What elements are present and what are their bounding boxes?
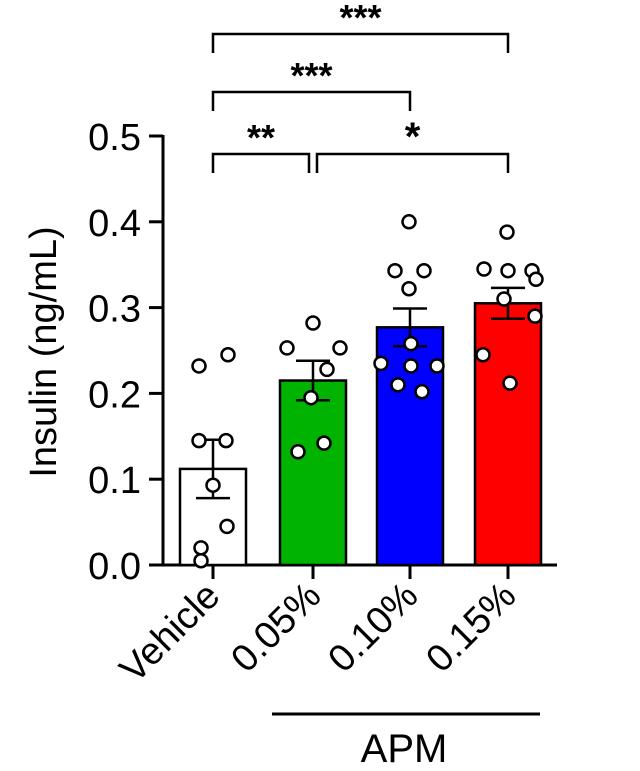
data-point bbox=[205, 477, 221, 493]
data-point bbox=[416, 262, 432, 279]
group-annotation: APM bbox=[272, 712, 540, 771]
data-point bbox=[502, 375, 518, 391]
significance-label: *** bbox=[290, 55, 332, 96]
x-tick-label: 0.15% bbox=[418, 575, 524, 681]
data-point bbox=[193, 540, 209, 556]
data-point bbox=[476, 261, 492, 277]
data-point bbox=[218, 432, 234, 449]
data-point bbox=[403, 358, 419, 374]
significance-label: * bbox=[405, 115, 421, 159]
data-point bbox=[373, 355, 389, 372]
data-point bbox=[499, 224, 515, 240]
data-point bbox=[305, 315, 321, 331]
data-point bbox=[403, 335, 419, 352]
axes: 0.0 0.1 0.2 0.3 0.4 0.5 bbox=[88, 117, 557, 588]
data-point bbox=[496, 291, 512, 307]
data-point bbox=[191, 432, 207, 449]
x-tick-label: Vehicle bbox=[112, 575, 228, 691]
data-point bbox=[220, 347, 236, 363]
data-point bbox=[219, 518, 235, 535]
y-tick-label: 0.1 bbox=[88, 460, 141, 502]
data-point bbox=[319, 361, 335, 378]
data-point bbox=[191, 358, 207, 374]
data-point bbox=[332, 340, 348, 356]
data-point bbox=[429, 358, 445, 374]
y-tick-label: 0.3 bbox=[88, 289, 141, 331]
group-label: APM bbox=[361, 727, 448, 771]
data-point bbox=[500, 262, 516, 279]
data-points bbox=[191, 214, 544, 569]
significance-bracket bbox=[211, 90, 412, 111]
significance-bracket bbox=[211, 32, 510, 53]
data-point bbox=[290, 443, 306, 460]
y-tick-label: 0.5 bbox=[88, 117, 141, 159]
data-point bbox=[401, 214, 417, 230]
data-point bbox=[193, 552, 209, 569]
x-tick-label: 0.10% bbox=[320, 575, 426, 681]
x-tick-label: 0.05% bbox=[223, 575, 329, 681]
y-tick-label: 0.4 bbox=[88, 203, 141, 245]
data-point bbox=[527, 308, 543, 324]
y-tick-label: 0.0 bbox=[88, 546, 141, 588]
data-point bbox=[387, 262, 403, 279]
y-tick-label: 0.2 bbox=[88, 374, 141, 416]
data-point bbox=[316, 435, 332, 451]
data-point bbox=[528, 271, 544, 288]
data-point bbox=[279, 340, 295, 356]
significance-brackets: ** ******* bbox=[211, 0, 510, 173]
data-point bbox=[475, 347, 491, 363]
bar bbox=[473, 302, 543, 567]
significance-label: *** bbox=[339, 0, 381, 38]
data-point bbox=[390, 377, 406, 393]
significance-bracket bbox=[315, 152, 510, 173]
significance-label: ** bbox=[247, 117, 275, 158]
data-point bbox=[401, 280, 417, 297]
data-point bbox=[414, 383, 430, 400]
data-point bbox=[303, 389, 319, 406]
y-axis-label: Insulin (ng/mL) bbox=[23, 226, 65, 477]
significance-bracket bbox=[211, 152, 311, 173]
bar bbox=[278, 379, 348, 567]
